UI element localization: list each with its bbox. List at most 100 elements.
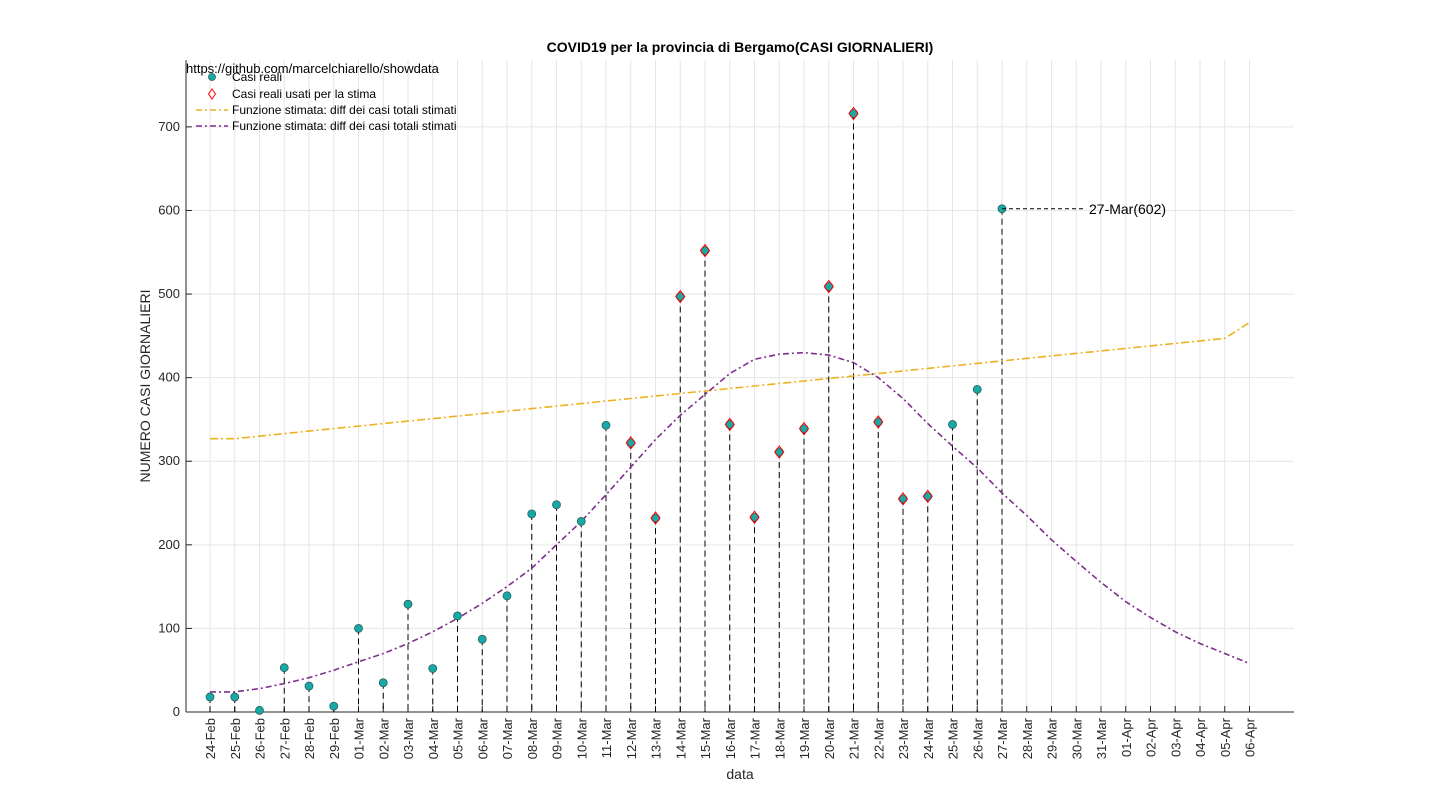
data-point [403, 599, 413, 609]
x-tick-label: 07-Mar [500, 717, 515, 759]
x-tick-label: 28-Mar [1020, 717, 1035, 759]
annotation-label: 27-Mar(602) [1089, 201, 1166, 217]
y-axis-label: NUMERO CASI GIORNALIERI [137, 290, 153, 483]
source-text: https://github.com/marcelchiarello/showd… [186, 61, 440, 76]
x-tick-label: 06-Apr [1243, 717, 1258, 757]
x-tick-label: 12-Mar [624, 717, 639, 759]
x-tick-label: 06-Mar [475, 717, 490, 759]
data-point [255, 705, 264, 715]
data-point [527, 509, 537, 519]
y-tick-label: 100 [158, 620, 180, 635]
data-point [329, 701, 339, 711]
x-tick-label: 24-Feb [203, 718, 218, 759]
grid [186, 60, 1294, 713]
x-tick-label: 15-Mar [698, 717, 713, 759]
x-tick-label: 08-Mar [525, 717, 540, 759]
stems [209, 113, 1003, 712]
data-point [205, 692, 215, 702]
legend-marker [207, 88, 217, 100]
legend-label: Casi reali [232, 70, 282, 84]
legend-marker [208, 73, 216, 81]
x-tick-label: 27-Mar [995, 717, 1010, 759]
fit-lines [210, 321, 1250, 693]
markers [205, 106, 1007, 715]
data-point [601, 420, 611, 430]
estimate-point [749, 510, 760, 525]
x-tick-label: 10-Mar [574, 717, 589, 759]
annotations: 27-Mar(602) [1002, 201, 1166, 217]
y-tick-label: 600 [158, 202, 180, 217]
x-tick-label: 14-Mar [673, 717, 688, 759]
fit-line-yellow [210, 321, 1250, 440]
x-tick-label: 02-Apr [1144, 717, 1159, 757]
x-tick-label: 03-Mar [401, 717, 416, 759]
estimate-point [848, 106, 859, 121]
legend-label: Funzione stimata: diff dei casi totali s… [232, 103, 457, 117]
data-point [453, 611, 462, 621]
estimate-point [625, 436, 636, 450]
x-tick-label: 05-Apr [1218, 717, 1233, 757]
x-tick-label: 04-Mar [426, 717, 441, 759]
estimate-point [823, 279, 834, 294]
x-tick-label: 29-Feb [327, 718, 342, 759]
data-point [428, 664, 438, 673]
x-tick-label: 09-Mar [550, 717, 565, 759]
y-tick-label: 0 [173, 704, 180, 719]
legend: Casi reali Casi reali usati per la stima F… [196, 70, 457, 133]
y-tick-label: 300 [158, 453, 180, 468]
y-tick-label: 400 [158, 370, 180, 385]
x-tick-label: 01-Mar [352, 717, 367, 759]
y-tick-label: 700 [158, 119, 180, 134]
estimate-point [873, 415, 884, 429]
x-tick-label: 29-Mar [1045, 717, 1060, 759]
data-point [304, 681, 314, 691]
axes: 0 100 200 300 400 500 600 700 24-Feb 25-Feb 26-Feb… [158, 60, 1294, 759]
data-point [552, 500, 561, 510]
x-tick-label: 28-Feb [302, 718, 317, 759]
x-tick-label: 16-Mar [723, 717, 738, 759]
estimate-point [897, 492, 909, 506]
x-tick-label: 26-Feb [253, 718, 268, 759]
x-tick-label: 25-Feb [228, 718, 243, 759]
data-point [477, 634, 487, 644]
x-tick-label: 04-Apr [1193, 717, 1208, 757]
data-point [576, 517, 586, 526]
x-tick-label: 24-Mar [921, 717, 936, 759]
y-tick-label: 500 [158, 286, 180, 301]
x-tick-label: 25-Mar [946, 717, 961, 759]
data-point [279, 663, 289, 673]
estimate-point [922, 489, 933, 504]
y-tick-label: 200 [158, 537, 180, 552]
data-point [378, 678, 388, 688]
legend-label: Funzione stimata: diff dei casi totali s… [232, 119, 457, 133]
x-tick-label: 27-Feb [277, 718, 292, 759]
data-point [230, 692, 240, 702]
estimate-point [798, 421, 810, 436]
x-tick-label: 01-Apr [1119, 717, 1134, 757]
x-tick-label: 23-Mar [896, 717, 911, 759]
x-tick-label: 05-Mar [451, 717, 466, 759]
fit-line-purple [210, 351, 1250, 693]
x-tick-label: 02-Mar [376, 717, 391, 759]
estimate-point [774, 445, 785, 459]
chart-title: COVID19 per la provincia di Bergamo(CASI… [547, 39, 934, 55]
x-tick-label: 18-Mar [772, 717, 787, 759]
data-point [502, 591, 512, 601]
legend-label: Casi reali usati per la stima [232, 87, 376, 101]
estimate-point [675, 289, 686, 304]
data-point [972, 384, 982, 394]
x-tick-label: 20-Mar [822, 717, 837, 759]
x-tick-label: 19-Mar [797, 717, 812, 759]
x-tick-label: 17-Mar [748, 717, 763, 759]
data-point [354, 624, 363, 633]
estimate-point [724, 417, 735, 432]
data-point [948, 420, 957, 429]
estimate-point [650, 511, 661, 525]
x-tick-label: 21-Mar [847, 717, 862, 759]
x-tick-label: 22-Mar [871, 717, 886, 759]
x-axis-label: data [726, 766, 753, 782]
x-tick-label: 13-Mar [649, 717, 664, 759]
x-tick-label: 30-Mar [1069, 717, 1084, 759]
x-tick-label: 31-Mar [1094, 717, 1109, 759]
